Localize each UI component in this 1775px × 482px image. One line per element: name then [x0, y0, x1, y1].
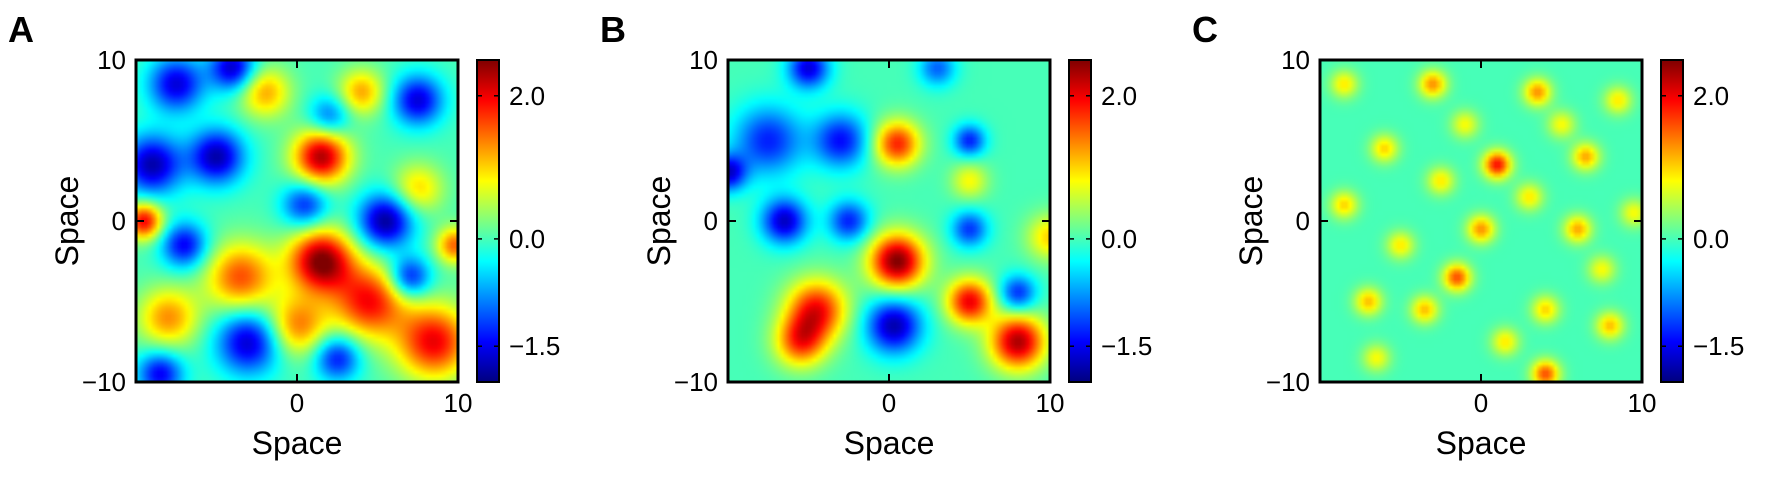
panel-a: A 0 10 −10 0 10 Space Space −1.5 0.0 2.0 [8, 9, 560, 461]
colorbar-tick-label: −1.5 [509, 331, 560, 361]
y-axis-label: Space [1233, 176, 1269, 267]
x-tick-label: 10 [1036, 388, 1065, 418]
colorbar-tick-label: 0.0 [1101, 224, 1137, 254]
x-tick-label: 10 [444, 388, 473, 418]
colorbar: −1.5 0.0 2.0 [1068, 59, 1152, 383]
panel-letter-b: B [600, 9, 626, 50]
x-tick-label: 10 [1628, 388, 1657, 418]
colorbar-tick-label: 0.0 [509, 224, 545, 254]
y-tick-label: 10 [1281, 45, 1310, 75]
y-axis-label: Space [49, 176, 85, 267]
x-tick-label: 0 [1474, 388, 1488, 418]
panel-c: C 0 10 −10 0 10 Space Space −1.5 0.0 2.0 [1192, 9, 1744, 461]
x-axis-label: Space [252, 425, 343, 461]
colorbar-frame [1660, 59, 1684, 383]
colorbar-tick-label: −1.5 [1101, 331, 1152, 361]
y-tick-label: 10 [689, 45, 718, 75]
colorbar-tick-label: −1.5 [1693, 331, 1744, 361]
colorbar: −1.5 0.0 2.0 [476, 59, 560, 383]
colorbar-tick-label: 2.0 [509, 81, 545, 111]
panel-letter-c: C [1192, 9, 1218, 50]
x-tick-label: 0 [290, 388, 304, 418]
panel-letter-a: A [8, 9, 34, 50]
colorbar-gradient [477, 60, 499, 382]
colorbar-gradient [1069, 60, 1091, 382]
y-tick-label: −10 [82, 367, 126, 397]
colorbar-frame [1068, 59, 1092, 383]
heatmap-image [1320, 60, 1642, 382]
y-tick-label: 0 [1296, 206, 1310, 236]
x-tick-label: 0 [882, 388, 896, 418]
heatmap-image [728, 60, 1050, 382]
heatmap-image [136, 60, 458, 382]
colorbar: −1.5 0.0 2.0 [1660, 59, 1744, 383]
colorbar-tick-label: 0.0 [1693, 224, 1729, 254]
x-axis-label: Space [1436, 425, 1527, 461]
x-axis-label: Space [844, 425, 935, 461]
colorbar-tick-label: 2.0 [1101, 81, 1137, 111]
colorbar-tick-label: 2.0 [1693, 81, 1729, 111]
y-tick-label: −10 [674, 367, 718, 397]
y-tick-label: −10 [1266, 367, 1310, 397]
colorbar-frame [476, 59, 500, 383]
y-tick-label: 0 [112, 206, 126, 236]
y-tick-label: 0 [704, 206, 718, 236]
panel-b: B 0 10 −10 0 10 Space Space −1.5 0.0 2.0 [600, 9, 1152, 461]
colorbar-gradient [1661, 60, 1683, 382]
y-tick-label: 10 [97, 45, 126, 75]
y-axis-label: Space [641, 176, 677, 267]
